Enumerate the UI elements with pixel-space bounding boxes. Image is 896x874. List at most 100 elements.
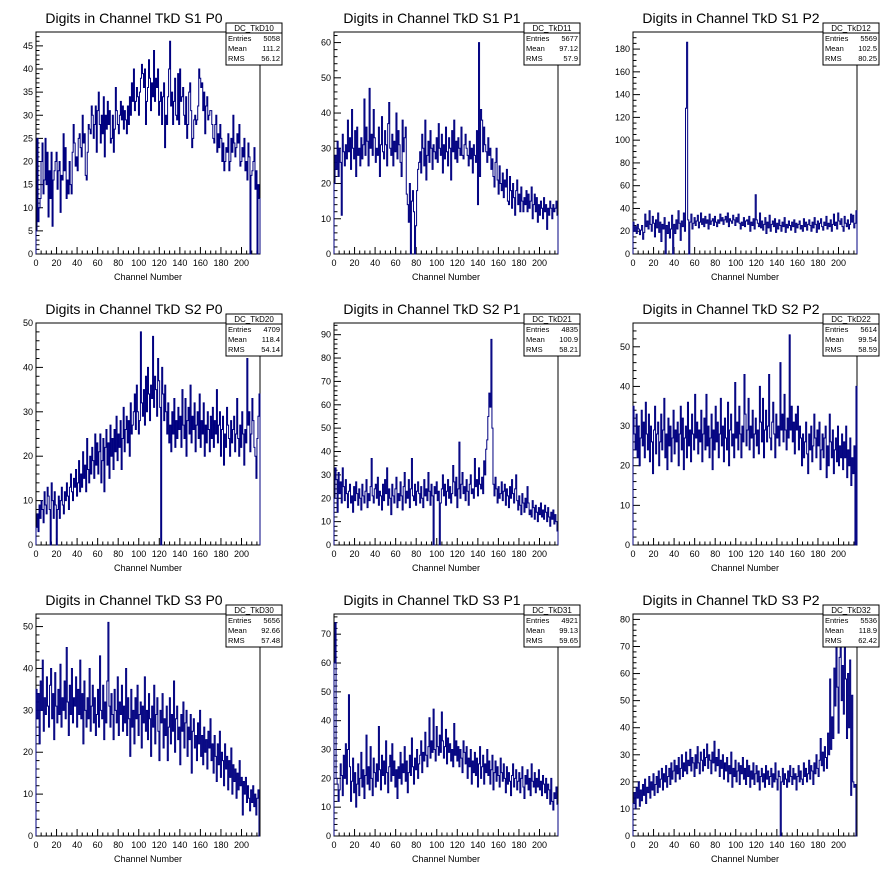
stats-label: RMS [825, 636, 842, 645]
stats-box-name: DC_TkD12 [831, 24, 871, 33]
y-tick-label: 60 [321, 400, 331, 410]
stats-value: 58.59 [858, 345, 877, 354]
y-tick-label: 40 [321, 447, 331, 457]
y-tick-label: 100 [615, 135, 630, 145]
y-tick-label: 30 [321, 745, 331, 755]
stats-value: 57.9 [563, 54, 578, 63]
y-tick-label: 30 [23, 110, 33, 120]
y-tick-label: 0 [326, 831, 331, 841]
y-tick-label: 10 [620, 804, 630, 814]
x-tick-label: 180 [213, 840, 228, 850]
y-tick-label: 20 [321, 179, 331, 189]
x-axis-label: Channel Number [711, 272, 779, 282]
y-tick-label: 40 [321, 108, 331, 118]
y-tick-label: 25 [23, 133, 33, 143]
stats-value: 56.12 [261, 54, 280, 63]
stats-value: 57.48 [261, 636, 280, 645]
y-tick-label: 70 [321, 629, 331, 639]
x-tick-label: 20 [350, 549, 360, 559]
x-tick-label: 120 [450, 549, 465, 559]
x-tick-label: 120 [450, 840, 465, 850]
x-tick-label: 20 [649, 258, 659, 268]
stats-label: Mean [228, 626, 247, 635]
x-tick-label: 140 [470, 549, 485, 559]
x-tick-label: 180 [213, 258, 228, 268]
x-tick-label: 20 [649, 549, 659, 559]
y-tick-label: 40 [23, 663, 33, 673]
x-tick-label: 200 [532, 258, 547, 268]
y-tick-label: 30 [23, 407, 33, 417]
x-tick-label: 80 [113, 549, 123, 559]
x-tick-label: 140 [172, 549, 187, 559]
histogram-panel: Digits in Channel TkD S1 P1 Channel Numbe… [321, 10, 581, 282]
x-tick-label: 0 [630, 840, 635, 850]
y-tick-label: 5 [28, 226, 33, 236]
y-tick-label: 30 [23, 705, 33, 715]
x-tick-label: 200 [234, 258, 249, 268]
x-tick-label: 40 [669, 840, 679, 850]
x-axis-label: Channel Number [412, 854, 480, 864]
y-tick-label: 20 [321, 493, 331, 503]
stats-label: RMS [526, 345, 543, 354]
x-tick-label: 60 [391, 840, 401, 850]
x-tick-label: 100 [429, 840, 444, 850]
stats-label: Entries [825, 34, 849, 43]
x-tick-label: 160 [193, 258, 208, 268]
x-tick-label: 20 [52, 549, 62, 559]
x-tick-label: 140 [470, 840, 485, 850]
x-tick-label: 140 [172, 258, 187, 268]
histogram-panel: Digits in Channel TkD S3 P0 Channel Numbe… [23, 592, 283, 864]
stats-label: Entries [825, 325, 849, 334]
x-tick-label: 0 [33, 258, 38, 268]
y-tick-label: 70 [620, 641, 630, 651]
histogram-series [35, 331, 261, 546]
y-tick-label: 30 [620, 421, 630, 431]
histogram-panel: Digits in Channel TkD S2 P0 Channel Numbe… [23, 301, 283, 573]
y-tick-label: 40 [23, 64, 33, 74]
stats-box-frame [523, 604, 581, 648]
y-tick-label: 50 [321, 687, 331, 697]
y-tick-label: 50 [23, 318, 33, 328]
x-tick-label: 80 [113, 840, 123, 850]
y-tick-label: 140 [615, 90, 630, 100]
stats-value: 102.5 [858, 44, 877, 53]
stats-box-name: DC_TkD22 [831, 315, 871, 324]
x-tick-label: 160 [193, 840, 208, 850]
x-tick-label: 60 [93, 549, 103, 559]
y-tick-label: 10 [321, 802, 331, 812]
histogram-series [632, 334, 858, 546]
x-tick-label: 60 [391, 549, 401, 559]
x-tick-label: 0 [33, 840, 38, 850]
y-tick-label: 0 [625, 249, 630, 259]
stats-box-name: DC_TkD11 [533, 24, 573, 33]
x-tick-label: 80 [411, 258, 421, 268]
stats-value: 5569 [860, 34, 877, 43]
stats-box-frame [225, 22, 283, 66]
x-tick-label: 160 [790, 840, 805, 850]
stats-value: 58.21 [559, 345, 578, 354]
stats-value: 5677 [561, 34, 578, 43]
x-tick-label: 120 [450, 258, 465, 268]
y-tick-label: 40 [620, 723, 630, 733]
y-tick-label: 20 [620, 777, 630, 787]
stats-box-frame [822, 22, 880, 66]
stats-box-frame [822, 313, 880, 357]
y-tick-label: 20 [23, 157, 33, 167]
x-tick-label: 120 [749, 258, 764, 268]
y-tick-label: 50 [620, 342, 630, 352]
y-tick-label: 10 [321, 517, 331, 527]
y-tick-label: 60 [321, 658, 331, 668]
x-tick-label: 140 [769, 549, 784, 559]
x-tick-label: 200 [234, 840, 249, 850]
y-tick-label: 40 [620, 381, 630, 391]
stats-box-name: DC_TkD32 [831, 606, 871, 615]
stats-box-name: DC_TkD20 [234, 315, 274, 324]
y-tick-label: 80 [620, 158, 630, 168]
stats-label: Entries [526, 616, 550, 625]
stats-label: Mean [526, 44, 545, 53]
